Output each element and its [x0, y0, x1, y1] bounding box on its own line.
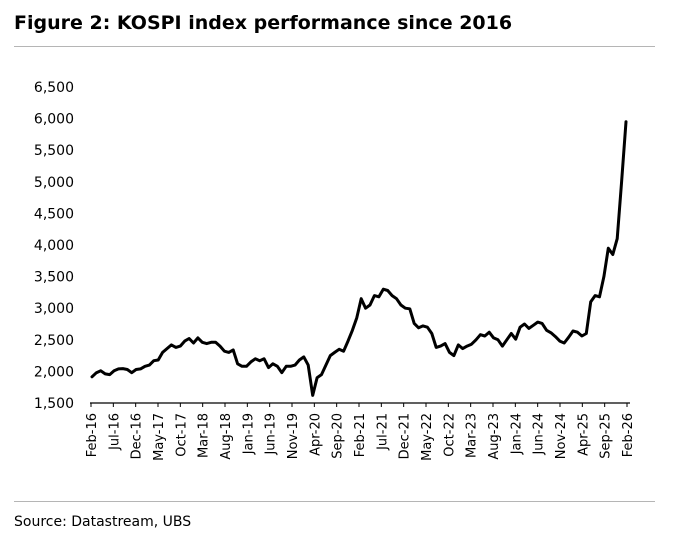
x-tick-label: Feb-21 [353, 413, 368, 457]
x-tick-label: Feb-26 [621, 413, 636, 457]
y-tick-label: 4,500 [34, 206, 74, 222]
x-tick-label: Aug-18 [219, 413, 234, 460]
x-tick-label: Jul-21 [375, 413, 390, 451]
x-tick-label: Nov-19 [286, 413, 301, 459]
x-tick-label: Jul-16 [107, 413, 122, 451]
title-divider [14, 46, 655, 47]
y-tick-label: 5,500 [34, 143, 74, 159]
x-tick-label: Apr-25 [576, 413, 591, 456]
x-tick-label: Jan-19 [241, 413, 256, 455]
y-tick-label: 4,000 [34, 238, 74, 254]
x-tick-label: Apr-20 [308, 413, 323, 456]
x-tick-label: Mar-23 [465, 413, 480, 458]
x-tick-label: May-22 [420, 413, 435, 461]
x-tick-label: Mar-18 [197, 413, 212, 458]
x-tick-label: Sep-25 [599, 413, 614, 459]
y-tick-label: 3,000 [34, 301, 74, 317]
x-tick-label: Oct-22 [442, 413, 457, 457]
x-tick-label: Dec-16 [130, 413, 145, 459]
x-tick-label: Sep-20 [331, 413, 346, 459]
y-tick-label: 3,500 [34, 270, 74, 286]
y-tick-label: 6,000 [34, 112, 74, 128]
x-tick-label: Jan-24 [509, 413, 524, 455]
y-tick-label: 2,500 [34, 333, 74, 349]
x-tick-label: May-17 [152, 413, 167, 461]
x-tick-label: Feb-16 [85, 413, 100, 457]
y-tick-label: 2,000 [34, 364, 74, 380]
x-tick-label: Aug-23 [487, 413, 502, 460]
x-tick-label: Nov-24 [554, 413, 569, 459]
y-tick-label: 6,500 [34, 80, 74, 96]
x-tick-label: Dec-21 [398, 413, 413, 459]
y-tick-label: 1,500 [34, 396, 74, 412]
x-tick-label: Oct-17 [174, 413, 189, 457]
kospi-line-chart: 1,500 2,000 2,500 3,000 3,500 4,000 4,500 5,000… [34, 80, 636, 461]
x-tick-label: Jun-19 [264, 413, 279, 456]
source-note: Source: Datastream, UBS [14, 514, 192, 530]
kospi-series-line [90, 120, 628, 397]
x-tick-label: Jun-24 [532, 413, 547, 456]
y-tick-label: 5,000 [34, 175, 74, 191]
chart-title: Figure 2: KOSPI index performance since … [14, 12, 513, 34]
source-divider [14, 501, 655, 502]
